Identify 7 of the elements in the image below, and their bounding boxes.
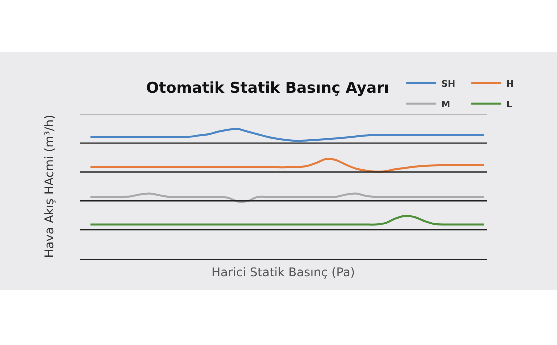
legend-label: SH (442, 80, 456, 90)
legend-label: L (506, 100, 513, 110)
y-axis-title: Hava Akış HAcmi (m³/h) (42, 114, 56, 258)
chart-title: Otomatik Statik Basınç Ayarı (146, 79, 390, 98)
legend-label: H (506, 80, 514, 90)
legend-label: M (442, 100, 451, 110)
x-axis-title: Harici Statik Basınç (Pa) (212, 265, 356, 280)
